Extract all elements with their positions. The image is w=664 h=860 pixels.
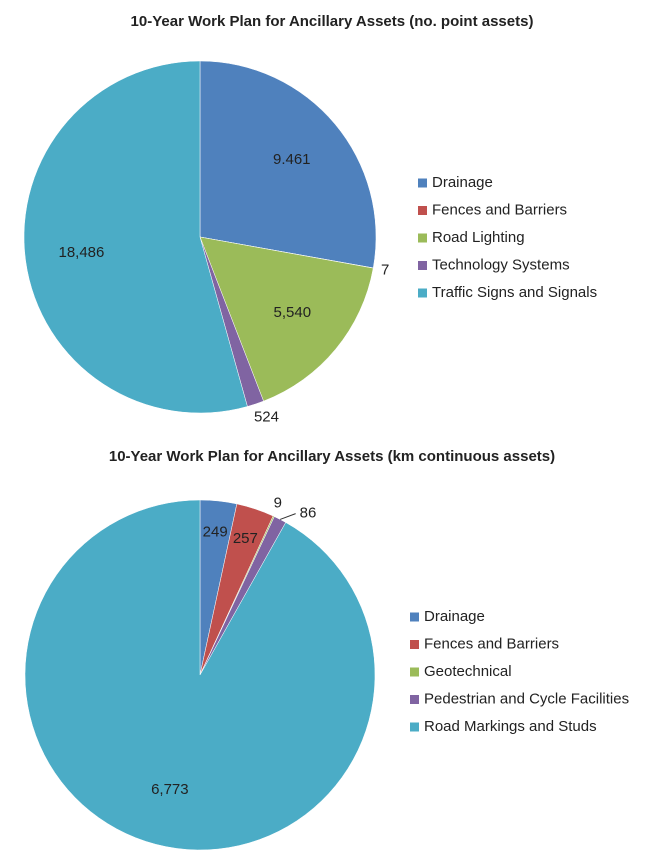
- data-label: 524: [254, 408, 279, 425]
- data-label: 9.461: [273, 151, 311, 168]
- data-label: 249: [203, 523, 228, 540]
- legend-swatch: [410, 640, 419, 649]
- legend-label: Drainage: [432, 174, 493, 191]
- data-label: 18,486: [58, 244, 104, 261]
- legend-swatch: [410, 722, 419, 732]
- legend-swatch: [410, 667, 419, 677]
- legend-label: Road Lighting: [432, 229, 525, 246]
- legend-swatch: [410, 612, 419, 622]
- pie-slice: [23, 60, 248, 414]
- chart-title: 10-Year Work Plan for Ancillary Assets (…: [131, 13, 534, 30]
- legend-swatch: [418, 261, 427, 270]
- legend-label: Road Markings and Studs: [424, 718, 597, 735]
- legend-label: Traffic Signs and Signals: [432, 284, 597, 301]
- pie-slice: [24, 499, 376, 851]
- legend-swatch: [418, 206, 427, 215]
- data-label: 7: [381, 261, 389, 278]
- data-label: 6,773: [151, 781, 189, 798]
- legend-label: Fences and Barriers: [424, 635, 559, 652]
- legend-label: Technology Systems: [432, 256, 570, 273]
- pie-slice: [199, 60, 377, 269]
- legend-label: Geotechnical: [424, 663, 512, 680]
- legend-label: Drainage: [424, 608, 485, 625]
- chart-title: 10-Year Work Plan for Ancillary Assets (…: [109, 448, 555, 465]
- data-label: 86: [300, 505, 317, 522]
- legend-swatch: [418, 178, 427, 188]
- legend-label: Fences and Barriers: [432, 201, 567, 218]
- legend-swatch: [418, 233, 427, 243]
- data-label: 257: [233, 530, 258, 547]
- data-label: 5,540: [274, 304, 312, 321]
- leader-line: [279, 513, 296, 520]
- data-label: 9: [274, 495, 282, 512]
- legend-swatch: [410, 695, 419, 704]
- pie-slice: [199, 236, 374, 402]
- legend-label: Pedestrian and Cycle Facilities: [424, 690, 629, 707]
- legend-swatch: [418, 288, 427, 298]
